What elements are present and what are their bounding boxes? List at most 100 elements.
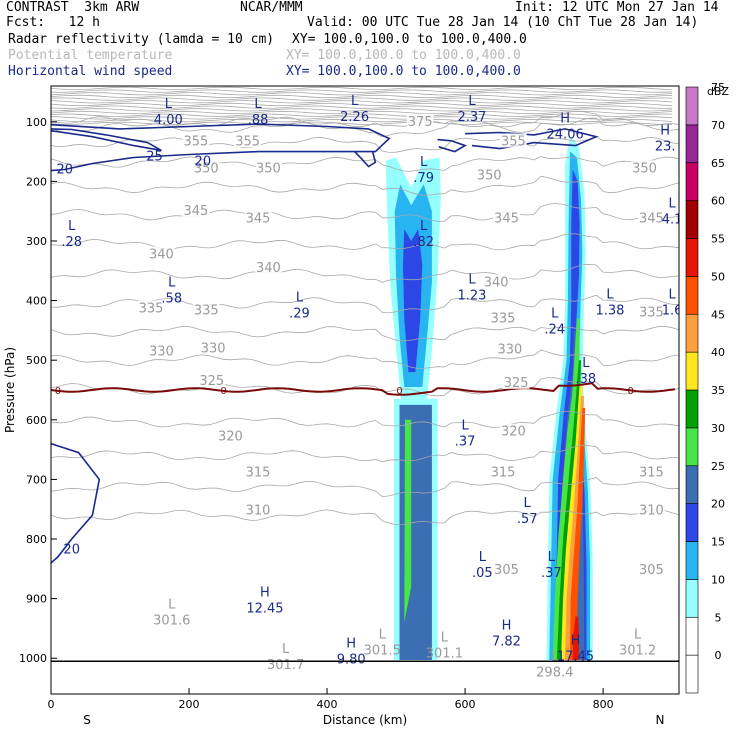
theta-extremum-value-1: 301.7 bbox=[267, 658, 304, 673]
theta-label-bg-7 bbox=[631, 160, 658, 175]
theta-label-bg-16 bbox=[192, 302, 220, 317]
reflectivity-area-2 bbox=[404, 419, 412, 623]
wind-extremum-marker-23: H bbox=[346, 636, 356, 651]
wind-extremum-value-12: 1.38 bbox=[596, 304, 625, 319]
theta-label-bg-30 bbox=[637, 502, 665, 517]
theta-label-3: 355 bbox=[501, 134, 526, 149]
theta-label-12: 340 bbox=[149, 248, 174, 263]
contour-labels: 375 355 355 355 350 350 350 350 345 345 345 345 340 3… bbox=[57, 94, 679, 681]
reflectivity-area-11 bbox=[556, 360, 581, 660]
reflectivity-area-14 bbox=[570, 407, 586, 660]
wind-contour-3 bbox=[51, 442, 101, 564]
plot-frame bbox=[50, 85, 680, 695]
wind-extremum-value-21: 12.45 bbox=[246, 602, 283, 617]
theta-label-bg-8 bbox=[182, 203, 210, 218]
wind-extremum-marker-14: L bbox=[668, 288, 676, 303]
theta-label-bg-20 bbox=[199, 340, 227, 355]
theta-label-bg-25 bbox=[499, 423, 527, 438]
theta-upper-line-6 bbox=[51, 102, 673, 107]
wind-extremum-marker-22: H bbox=[502, 618, 512, 633]
theta-label-bg-4 bbox=[192, 160, 220, 175]
wind-extremum-marker-11: L bbox=[468, 273, 476, 288]
x-tick-label-3: 600 bbox=[455, 698, 476, 711]
wind-extremum-marker-21: H bbox=[260, 586, 270, 601]
theta-extremum-marker-0: L bbox=[168, 598, 176, 613]
wind-extremum-marker-18: L bbox=[524, 496, 532, 511]
freezing-label-3: 0 bbox=[628, 386, 634, 397]
freezing-label-2: 0 bbox=[396, 386, 402, 397]
wind-contour-label-3: 20 bbox=[63, 543, 80, 558]
theta-upper-line-12 bbox=[51, 118, 673, 123]
theta-contour-line-2 bbox=[51, 444, 679, 463]
theta-extremum-value-0: 301.6 bbox=[153, 614, 190, 629]
theta-extremum-value-5: 298.4 bbox=[536, 665, 573, 680]
theta-contour-line-6 bbox=[51, 325, 679, 342]
reflectivity-area-5 bbox=[403, 229, 423, 373]
colorbar-level-0: 0 bbox=[715, 649, 722, 662]
field-xy-theta: XY= 100.0,100.0 to 100.0,400.0 bbox=[286, 48, 521, 63]
wind-extremum-marker-10: L bbox=[296, 291, 304, 306]
theta-label-4: 350 bbox=[194, 161, 219, 176]
theta-contours bbox=[51, 86, 679, 526]
forecast-hour: Fcst: 12 h bbox=[6, 15, 100, 30]
reflectivity-area-15 bbox=[572, 616, 579, 660]
theta-label-23: 325 bbox=[504, 376, 529, 391]
theta-extremum-value-2: 301.5 bbox=[364, 643, 401, 658]
wind-contour-5 bbox=[437, 138, 468, 153]
colorbar-segment-0 bbox=[685, 654, 699, 694]
theta-label-11: 345 bbox=[639, 211, 664, 226]
theta-label-17: 335 bbox=[491, 311, 516, 326]
model-title: CONTRAST 3km ARW bbox=[6, 0, 140, 15]
colorbar-level-15: 75 bbox=[711, 81, 725, 94]
wind-extremum-value-16: .38 bbox=[575, 372, 596, 387]
wind-contours bbox=[51, 123, 599, 564]
theta-label-29: 310 bbox=[246, 503, 271, 518]
theta-label-bg-12 bbox=[148, 246, 175, 261]
theta-label-bg-2 bbox=[234, 133, 262, 148]
wind-extremum-value-19: .05 bbox=[472, 566, 493, 581]
theta-label-bg-3 bbox=[499, 133, 527, 148]
x-axis-south-label: S bbox=[83, 713, 91, 727]
theta-label-bg-21 bbox=[496, 341, 524, 356]
colorbar-segment-1 bbox=[685, 616, 699, 656]
theta-extremum-marker-4: L bbox=[634, 627, 642, 642]
wind-extremum-value-5: 23. bbox=[655, 140, 676, 155]
theta-label-2: 355 bbox=[235, 134, 260, 149]
weak-echo-streak bbox=[197, 574, 205, 647]
valid-time: Valid: 00 UTC Tue 28 Jan 14 (10 ChT Tue … bbox=[307, 15, 699, 30]
wind-extremum-marker-15: L bbox=[551, 307, 559, 322]
wind-contour-4 bbox=[354, 151, 377, 168]
colorbar-segment-10 bbox=[685, 276, 699, 315]
colorbar-segment-9 bbox=[685, 313, 699, 353]
colorbar-segment-2 bbox=[685, 579, 699, 618]
theta-extremum-value-4: 301.2 bbox=[619, 643, 656, 658]
colorbar-level-4: 20 bbox=[711, 498, 725, 511]
theta-label-14: 340 bbox=[484, 276, 509, 291]
wind-extremum-value-15: .24 bbox=[544, 323, 565, 338]
wind-extremum-value-1: .88 bbox=[248, 113, 269, 128]
colorbar-segment-3 bbox=[685, 541, 699, 580]
wind-extremum-value-24: 17.45 bbox=[557, 649, 594, 664]
wind-extremum-marker-1: L bbox=[254, 97, 262, 112]
wind-extremum-value-20: .37 bbox=[541, 566, 562, 581]
y-tick-label-8: 900 bbox=[26, 593, 47, 606]
theta-label-5: 350 bbox=[256, 161, 281, 176]
theta-label-27: 315 bbox=[491, 465, 516, 480]
y-tick-label-3: 400 bbox=[26, 295, 47, 308]
colorbar-level-7: 35 bbox=[711, 384, 725, 397]
colorbar-level-14: 70 bbox=[711, 119, 725, 132]
init-time: Init: 12 UTC Mon 27 Jan 14 bbox=[515, 0, 719, 15]
wind-extremum-value-9: .58 bbox=[161, 292, 182, 307]
field-xy-reflectivity: XY= 100.0,100.0 to 100.0,400.0 bbox=[292, 32, 527, 47]
wind-extremum-value-2: 2.26 bbox=[340, 110, 369, 125]
theta-contour-line-0 bbox=[51, 509, 679, 526]
wind-extremum-value-11: 1.23 bbox=[457, 289, 486, 304]
colorbar-level-8: 40 bbox=[711, 346, 725, 359]
freezing-label-0: 0 bbox=[55, 386, 61, 397]
field-xy-wind: XY= 100.0,100.0 to 100.0,400.0 bbox=[286, 64, 521, 79]
freezing-level-line: 0 0 0 0 bbox=[51, 382, 676, 397]
y-tick-label-1: 200 bbox=[26, 175, 47, 188]
wind-extremum-value-7: .82 bbox=[413, 235, 434, 250]
theta-extremum-marker-1: L bbox=[282, 642, 290, 657]
